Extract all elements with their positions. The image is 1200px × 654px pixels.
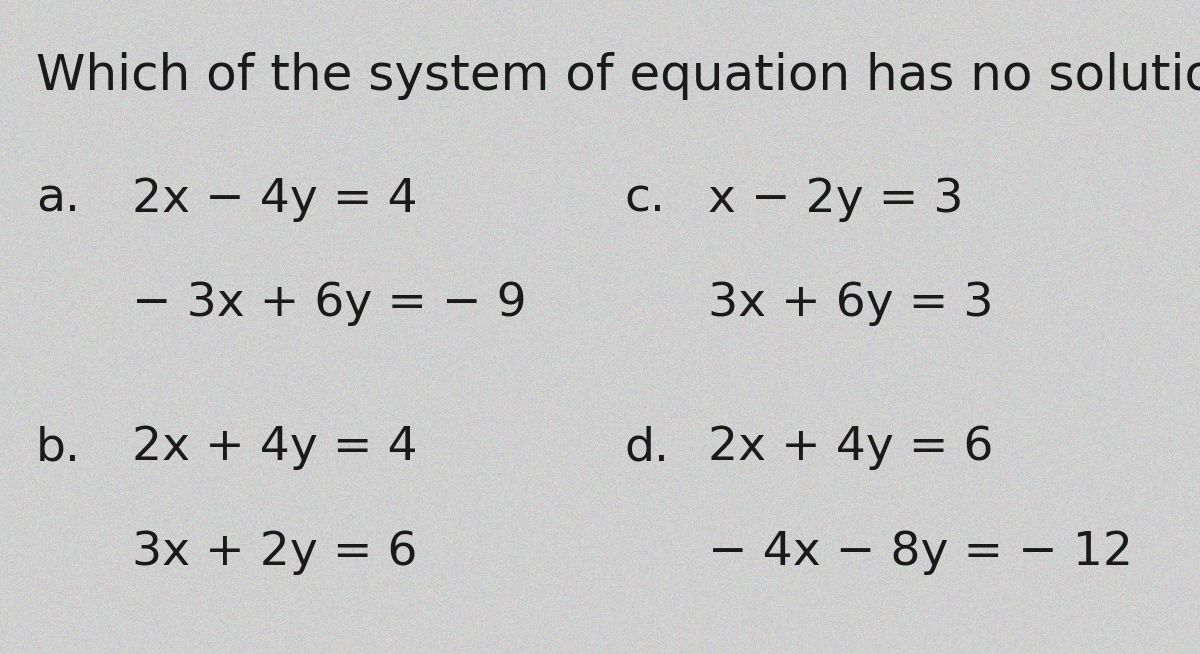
Text: Which of the system of equation has no solution?: Which of the system of equation has no s… [36, 52, 1200, 100]
Text: a.: a. [36, 177, 80, 222]
Text: x − 2y = 3: x − 2y = 3 [708, 177, 964, 222]
Text: − 3x + 6y = − 9: − 3x + 6y = − 9 [132, 281, 527, 326]
Text: d.: d. [624, 425, 670, 470]
Text: − 4x − 8y = − 12: − 4x − 8y = − 12 [708, 530, 1133, 575]
Text: 3x + 6y = 3: 3x + 6y = 3 [708, 281, 994, 326]
Text: 2x + 4y = 4: 2x + 4y = 4 [132, 425, 418, 470]
Text: b.: b. [36, 425, 82, 470]
Text: 2x + 4y = 6: 2x + 4y = 6 [708, 425, 994, 470]
Text: c.: c. [624, 177, 665, 222]
Text: 3x + 2y = 6: 3x + 2y = 6 [132, 530, 418, 575]
Text: 2x − 4y = 4: 2x − 4y = 4 [132, 177, 418, 222]
